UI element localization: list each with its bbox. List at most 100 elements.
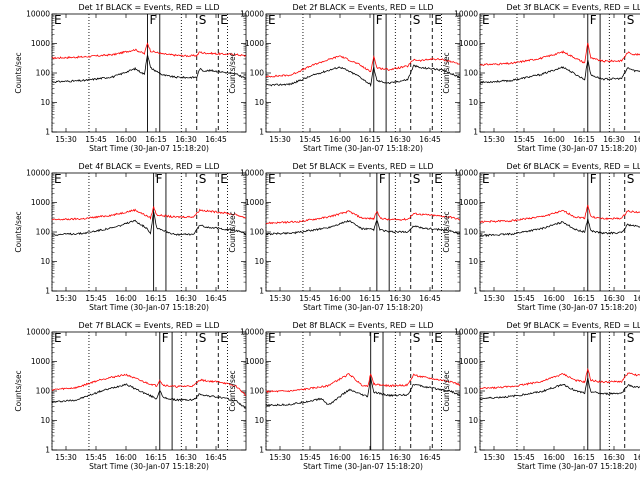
event-marker-e: E xyxy=(54,13,62,27)
y-tick-label: 10 xyxy=(254,98,264,107)
y-tick-label: 10 xyxy=(40,98,50,107)
x-tick-label: 15:30 xyxy=(483,294,505,303)
x-axis-label: Start Time (30-Jan-07 15:18:20) xyxy=(89,462,209,471)
x-tick-label: 16:00 xyxy=(543,453,565,462)
x-tick-label: 16:30 xyxy=(175,135,197,144)
y-tick-label: 1000 xyxy=(459,357,478,366)
x-tick-label: 15:30 xyxy=(269,135,291,144)
event-marker-e: E xyxy=(434,13,442,27)
y-tick-label: 100 xyxy=(250,228,265,237)
y-tick-label: 1 xyxy=(473,128,478,137)
x-tick-label: 15:45 xyxy=(513,135,535,144)
event-marker-e: E xyxy=(268,172,276,186)
x-tick-label: 15:30 xyxy=(55,135,77,144)
x-tick-label: 15:45 xyxy=(513,294,535,303)
event-marker-f: F xyxy=(156,172,163,186)
event-marker-s: S xyxy=(199,13,207,27)
series-events xyxy=(51,54,247,84)
x-tick-label: 16:00 xyxy=(329,294,351,303)
panel-title: Det 3f BLACK = Events, RED = LLD xyxy=(506,3,640,12)
y-tick-label: 100 xyxy=(36,228,51,237)
x-tick-label: 16:00 xyxy=(115,453,137,462)
panel-title: Det 1f BLACK = Events, RED = LLD xyxy=(78,3,219,12)
x-tick-label: 16:45 xyxy=(419,453,441,462)
x-tick-label: 16:00 xyxy=(115,135,137,144)
y-tick-label: 100 xyxy=(36,69,51,78)
event-marker-f: F xyxy=(373,331,380,345)
y-tick-label: 10000 xyxy=(240,10,264,19)
y-tick-label: 10 xyxy=(40,416,50,425)
y-tick-label: 10000 xyxy=(26,328,50,337)
event-marker-e: E xyxy=(482,172,490,186)
x-tick-label: 16:45 xyxy=(419,294,441,303)
y-tick-label: 1000 xyxy=(245,39,264,48)
y-tick-label: 1 xyxy=(473,287,478,296)
panel-title: Det 4f BLACK = Events, RED = LLD xyxy=(78,162,219,171)
panel-9: Det 9f BLACK = Events, RED = LLD 1 10 100 10… xyxy=(442,321,640,471)
series-lld xyxy=(479,367,640,390)
x-tick-label: 16:15 xyxy=(145,135,167,144)
panel-title: Det 5f BLACK = Events, RED = LLD xyxy=(292,162,433,171)
x-tick-label: 15:45 xyxy=(85,453,107,462)
event-marker-s: S xyxy=(627,13,635,27)
panel-title: Det 2f BLACK = Events, RED = LLD xyxy=(292,3,433,12)
panel-title: Det 9f BLACK = Events, RED = LLD xyxy=(506,321,640,330)
y-tick-label: 1000 xyxy=(459,198,478,207)
x-tick-label: 15:30 xyxy=(269,453,291,462)
y-tick-label: 1000 xyxy=(245,198,264,207)
series-events xyxy=(51,211,247,237)
y-axis-label: Counts/sec xyxy=(14,370,23,411)
x-tick-label: 16:45 xyxy=(205,453,227,462)
series-lld xyxy=(265,373,461,394)
series-lld xyxy=(265,55,461,78)
x-axis-label: Start Time (30-Jan-07 15:18:20) xyxy=(517,144,637,153)
x-tick-label: 16:15 xyxy=(359,135,381,144)
event-marker-f: F xyxy=(590,331,597,345)
event-marker-e: E xyxy=(482,331,490,345)
event-marker-s: S xyxy=(199,172,207,186)
x-tick-label: 16:30 xyxy=(603,453,625,462)
x-tick-label: 15:30 xyxy=(269,294,291,303)
event-marker-f: F xyxy=(149,13,156,27)
event-marker-f: F xyxy=(590,13,597,27)
event-marker-e: E xyxy=(268,13,276,27)
panel-8: Det 8f BLACK = Events, RED = LLD 1 10 100 10… xyxy=(228,321,461,471)
x-axis-label: Start Time (30-Jan-07 15:18:20) xyxy=(517,462,637,471)
x-tick-label: 16:15 xyxy=(145,453,167,462)
y-tick-label: 1 xyxy=(45,287,50,296)
x-tick-label: 15:30 xyxy=(55,453,77,462)
y-tick-label: 100 xyxy=(250,387,265,396)
y-axis-label: Counts/sec xyxy=(14,211,23,252)
y-tick-label: 10000 xyxy=(240,328,264,337)
y-axis-label: Counts/sec xyxy=(442,211,451,252)
y-tick-label: 10 xyxy=(254,257,264,266)
y-tick-label: 10 xyxy=(254,416,264,425)
series-events xyxy=(479,218,640,238)
event-marker-e: E xyxy=(220,331,228,345)
x-tick-label: 16:30 xyxy=(389,294,411,303)
x-tick-label: 16:30 xyxy=(175,453,197,462)
x-axis-label: Start Time (30-Jan-07 15:18:20) xyxy=(303,144,423,153)
x-tick-label: 16:15 xyxy=(573,135,595,144)
plot-frame xyxy=(265,331,461,451)
y-tick-label: 10 xyxy=(40,257,50,266)
series-lld xyxy=(51,206,247,221)
x-tick-label: 16:30 xyxy=(389,453,411,462)
y-tick-label: 1 xyxy=(259,128,264,137)
x-tick-label: 16:00 xyxy=(543,135,565,144)
x-tick-label: 16:00 xyxy=(543,294,565,303)
y-tick-label: 100 xyxy=(250,69,265,78)
plot-frame xyxy=(51,331,247,451)
x-tick-label: 16:00 xyxy=(329,135,351,144)
plot-frame xyxy=(51,13,247,133)
event-marker-f: F xyxy=(162,331,169,345)
y-tick-label: 100 xyxy=(36,387,51,396)
x-tick-label: 16:30 xyxy=(603,135,625,144)
event-marker-s: S xyxy=(627,331,635,345)
y-tick-label: 1000 xyxy=(31,39,50,48)
event-marker-e: E xyxy=(220,172,228,186)
panel-6: Det 6f BLACK = Events, RED = LLD 1 10 100 10… xyxy=(442,162,640,312)
panel-4: Det 4f BLACK = Events, RED = LLD 1 10 100 10… xyxy=(14,162,247,312)
event-marker-e: E xyxy=(268,331,276,345)
x-tick-label: 16:15 xyxy=(145,294,167,303)
